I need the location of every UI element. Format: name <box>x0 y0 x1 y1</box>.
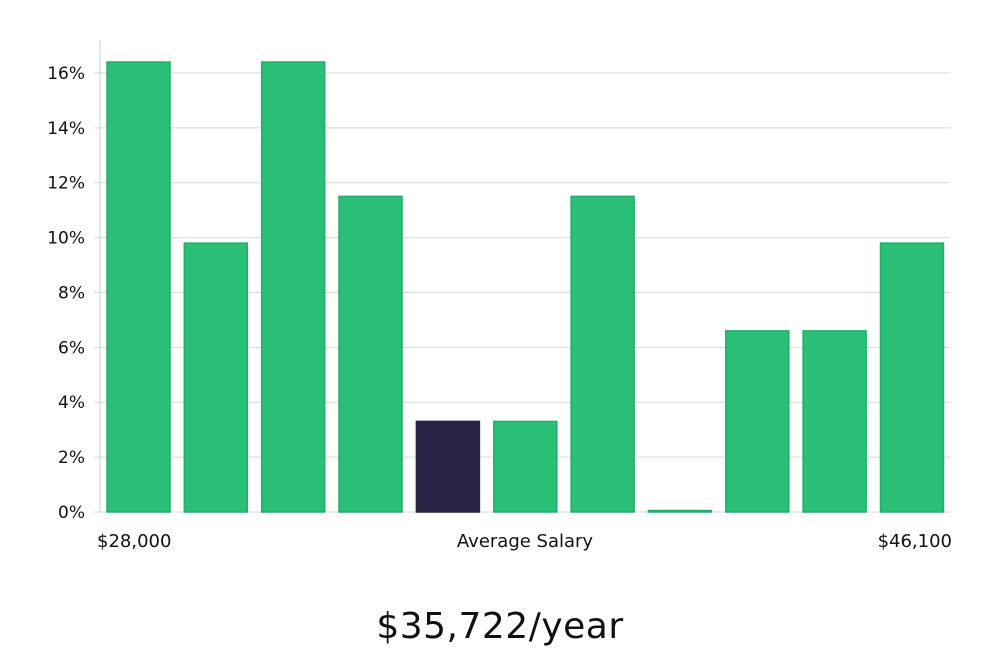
bar <box>493 420 558 513</box>
bar <box>338 195 403 513</box>
x-min-label: $28,000 <box>97 531 171 552</box>
y-tick-label: 10% <box>47 229 85 249</box>
y-tick-label: 6% <box>58 338 85 358</box>
y-tick-label: 16% <box>47 64 85 84</box>
bar <box>725 330 790 513</box>
x-max-label: $46,100 <box>878 531 952 552</box>
salary-histogram: 0% 2% 4% 6% 8% 10% 12% 14% 16% $28,000 Average S… <box>47 40 952 552</box>
y-tick-label: 14% <box>47 119 85 139</box>
bar <box>647 509 713 513</box>
y-tick-label: 4% <box>58 393 85 413</box>
y-tick-label: 12% <box>47 174 85 194</box>
bar <box>570 195 635 513</box>
bar <box>802 330 867 513</box>
bar <box>183 242 249 513</box>
bar <box>879 242 945 513</box>
average-salary-value: $35,722/year <box>376 606 624 647</box>
x-axis-title: Average Salary <box>457 531 594 552</box>
bar-highlighted <box>415 420 481 513</box>
bar <box>106 61 171 513</box>
y-tick-label: 0% <box>58 503 85 523</box>
y-tick-label: 8% <box>58 283 85 303</box>
y-axis: 0% 2% 4% 6% 8% 10% 12% 14% 16% <box>47 40 101 523</box>
y-tick-label: 2% <box>58 448 85 468</box>
bars <box>106 61 945 513</box>
bar <box>260 61 326 513</box>
